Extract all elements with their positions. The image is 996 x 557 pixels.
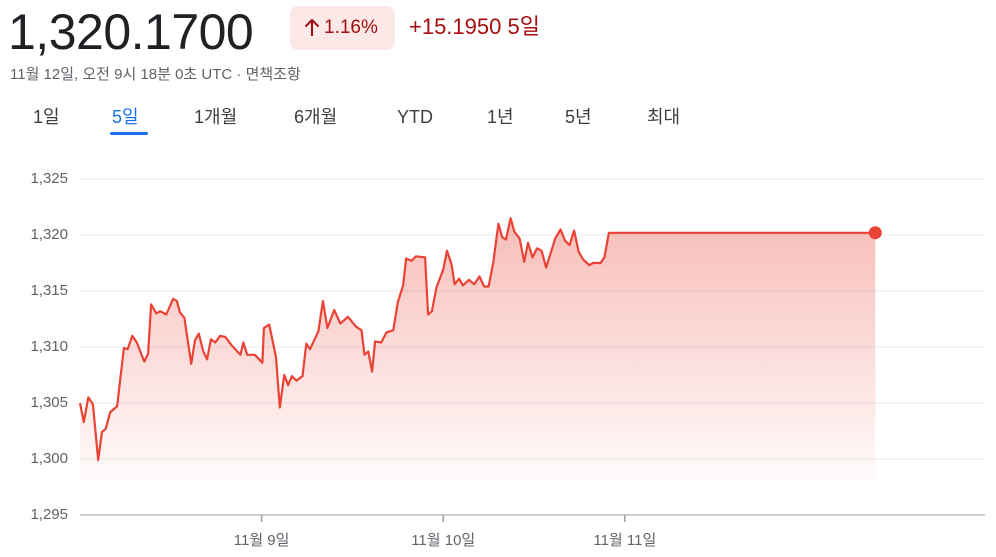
price: 1,320.1700 <box>8 4 254 60</box>
timestamp: 11월 12일, 오전 9시 18분 0초 UTC · <box>10 66 246 83</box>
change-pct: 1.16% <box>324 17 378 38</box>
x-tick-label: 11월 11일 <box>593 532 656 549</box>
y-tick-label: 1,310 <box>30 338 68 355</box>
range-tab[interactable]: 1일 <box>33 107 60 127</box>
range-tab[interactable]: 1개월 <box>194 107 238 127</box>
y-tick-label: 1,315 <box>30 282 68 299</box>
y-tick-label: 1,325 <box>30 170 68 187</box>
range-tab[interactable]: YTD <box>397 107 433 127</box>
area <box>80 218 876 482</box>
period: 5일 <box>507 14 540 39</box>
x-tick-label: 11월 10일 <box>411 532 475 549</box>
y-tick-label: 1,305 <box>30 394 68 411</box>
range-tab[interactable]: 6개월 <box>294 107 338 127</box>
range-tab[interactable]: 5년 <box>565 107 592 127</box>
timestamp-line: 11월 12일, 오전 9시 18분 0초 UTC · 면책조항 <box>10 64 301 86</box>
range-tab[interactable]: 5일 <box>112 107 139 127</box>
x-tick-label: 11월 9일 <box>234 532 290 549</box>
y-tick-label: 1,295 <box>30 506 68 523</box>
y-tick-label: 1,320 <box>30 226 68 243</box>
last-point <box>868 226 882 240</box>
y-tick-label: 1,300 <box>30 450 68 467</box>
range-tab[interactable]: 1년 <box>487 107 514 127</box>
range-tab[interactable]: 최대 <box>647 107 681 127</box>
change: +15.1950 5일 <box>409 10 540 44</box>
change-badge: 1.16% <box>290 6 395 50</box>
tab-underline <box>110 132 148 135</box>
up-arrow <box>304 19 320 36</box>
price-line <box>78 217 876 462</box>
change-value: +15.1950 <box>409 14 502 39</box>
disclaimer[interactable]: 면책조항 <box>245 66 301 83</box>
